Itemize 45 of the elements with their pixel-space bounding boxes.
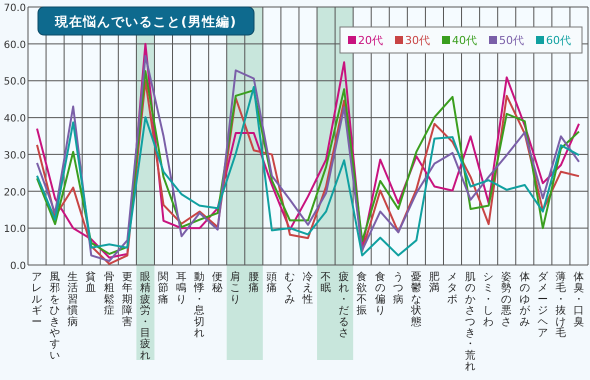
y-tick-label: 50.0 [4,76,26,88]
x-tick-label: シミ・しわ [483,271,494,328]
legend-label: 20代 [358,34,383,47]
x-tick-label: 肥満 [428,271,440,294]
x-tick-label: 骨粗鬆症 [104,271,115,317]
y-tick-label: 20.0 [4,187,26,198]
x-tick-label: むくみ [284,271,296,306]
y-tick-label: 70.0 [4,3,26,14]
y-tick-label: 30.0 [4,150,26,162]
y-tick-label: 60.0 [4,40,26,51]
x-tick-label: 生活習慣病 [66,270,79,328]
x-tick-label: アレルギー [32,271,43,328]
x-tick-label: 更年期障害 [122,271,133,328]
x-tick-label: 動悸・息切れ [193,271,206,339]
x-tick-label: 便秘 [212,271,224,294]
x-tick-label: ダメージヘア [537,271,550,339]
legend-label: 30代 [405,34,430,47]
x-tick-label: 不眠 [320,271,332,294]
y-tick-label: 40.0 [4,114,26,125]
x-tick-label: 冷え性 [302,271,314,306]
x-tick-label: 関節痛 [158,271,169,306]
x-tick-label: メタボ [447,271,458,306]
x-tick-label: 眼精疲労・目疲れ [140,271,151,362]
x-tick-label: 体のゆがみ [519,271,532,328]
x-tick-label: 薄毛・抜け毛 [555,270,566,339]
x-tick-label: 頭痛 [266,271,278,294]
x-tick-label: 姿勢の悪さ [500,271,512,328]
text: 現在悩んでいること(男性編) [54,14,237,30]
x-tick-label: 疲れ・だるさ [338,270,350,339]
y-tick-label: 10.0 [4,224,26,236]
x-tick-label: 食の偏り [374,271,386,317]
legend-label: 50代 [499,34,524,47]
x-tick-label: 腰痛 [248,271,260,294]
y-tick-label: 0.0 [10,261,26,272]
x-tick-label: 食欲不振 [356,271,368,317]
x-tick-label: 貧血 [86,270,97,294]
x-tick-label: 体臭・口臭 [573,271,584,328]
x-tick-label: 風邪をひきやすい [50,271,61,362]
category-label: 肌のかさつき・荒れ [465,271,476,373]
x-tick-label: 肩こり [230,270,242,306]
x-tick-label: 耳鳴り [176,271,188,306]
legend-label: 40代 [452,34,477,47]
x-tick-label: 憂鬱な状態 [410,271,422,328]
legend-label: 60代 [546,34,571,47]
x-tick-label: うつ病 [392,271,404,306]
